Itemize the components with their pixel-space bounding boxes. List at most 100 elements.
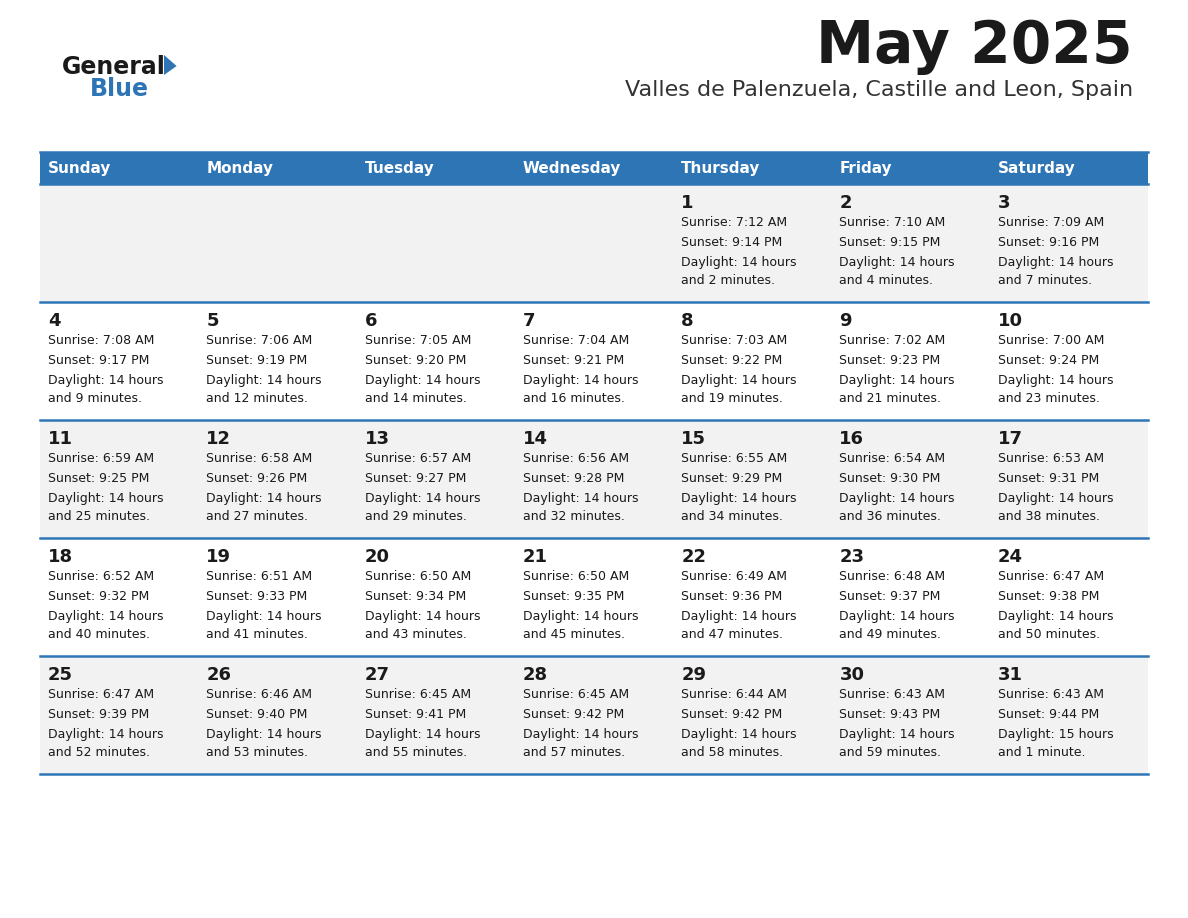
Text: 26: 26 <box>207 666 232 684</box>
Text: Daylight: 14 hours: Daylight: 14 hours <box>998 374 1113 387</box>
Bar <box>832 152 990 184</box>
Text: and 40 minutes.: and 40 minutes. <box>48 628 150 641</box>
Text: Sunset: 9:19 PM: Sunset: 9:19 PM <box>207 354 308 367</box>
Text: Sunset: 9:34 PM: Sunset: 9:34 PM <box>365 590 466 603</box>
Text: Sunrise: 6:47 AM: Sunrise: 6:47 AM <box>48 688 154 701</box>
Text: Sunrise: 6:51 AM: Sunrise: 6:51 AM <box>207 570 312 583</box>
Text: Daylight: 14 hours: Daylight: 14 hours <box>365 492 480 505</box>
Text: Sunrise: 7:04 AM: Sunrise: 7:04 AM <box>523 334 630 347</box>
Text: Sunset: 9:41 PM: Sunset: 9:41 PM <box>365 708 466 721</box>
Text: Sunrise: 6:46 AM: Sunrise: 6:46 AM <box>207 688 312 701</box>
Text: 29: 29 <box>681 666 706 684</box>
Text: May 2025: May 2025 <box>816 18 1133 75</box>
Text: 27: 27 <box>365 666 390 684</box>
Text: 2: 2 <box>840 194 852 212</box>
Text: Sunrise: 6:54 AM: Sunrise: 6:54 AM <box>840 452 946 465</box>
Text: 24: 24 <box>998 548 1023 566</box>
Text: and 12 minutes.: and 12 minutes. <box>207 392 308 405</box>
Text: Sunday: Sunday <box>48 161 112 175</box>
Text: Sunset: 9:29 PM: Sunset: 9:29 PM <box>681 472 783 485</box>
Text: Sunset: 9:25 PM: Sunset: 9:25 PM <box>48 472 150 485</box>
Text: Daylight: 14 hours: Daylight: 14 hours <box>365 728 480 741</box>
Text: and 43 minutes.: and 43 minutes. <box>365 628 467 641</box>
Text: Daylight: 14 hours: Daylight: 14 hours <box>681 374 797 387</box>
Text: and 36 minutes.: and 36 minutes. <box>840 510 941 523</box>
Text: 28: 28 <box>523 666 548 684</box>
Text: Sunset: 9:31 PM: Sunset: 9:31 PM <box>998 472 1099 485</box>
Bar <box>40 184 1148 302</box>
Text: 14: 14 <box>523 430 548 448</box>
Text: Sunset: 9:22 PM: Sunset: 9:22 PM <box>681 354 783 367</box>
Text: and 49 minutes.: and 49 minutes. <box>840 628 941 641</box>
Text: Daylight: 14 hours: Daylight: 14 hours <box>998 256 1113 269</box>
Text: Sunrise: 7:12 AM: Sunrise: 7:12 AM <box>681 216 788 229</box>
Text: Sunrise: 6:58 AM: Sunrise: 6:58 AM <box>207 452 312 465</box>
Text: Sunrise: 6:43 AM: Sunrise: 6:43 AM <box>840 688 946 701</box>
Text: Monday: Monday <box>207 161 273 175</box>
Bar <box>40 420 1148 538</box>
Text: and 14 minutes.: and 14 minutes. <box>365 392 467 405</box>
Text: 17: 17 <box>998 430 1023 448</box>
Text: Daylight: 14 hours: Daylight: 14 hours <box>998 610 1113 623</box>
Text: Sunset: 9:28 PM: Sunset: 9:28 PM <box>523 472 624 485</box>
Text: Sunrise: 6:45 AM: Sunrise: 6:45 AM <box>365 688 470 701</box>
Text: and 32 minutes.: and 32 minutes. <box>523 510 625 523</box>
Text: Daylight: 14 hours: Daylight: 14 hours <box>48 374 164 387</box>
Text: and 38 minutes.: and 38 minutes. <box>998 510 1100 523</box>
Text: Sunrise: 7:06 AM: Sunrise: 7:06 AM <box>207 334 312 347</box>
Text: Sunrise: 6:55 AM: Sunrise: 6:55 AM <box>681 452 788 465</box>
Text: Daylight: 14 hours: Daylight: 14 hours <box>840 610 955 623</box>
Text: and 19 minutes.: and 19 minutes. <box>681 392 783 405</box>
Text: Friday: Friday <box>840 161 892 175</box>
Bar <box>514 152 674 184</box>
Text: Sunrise: 6:43 AM: Sunrise: 6:43 AM <box>998 688 1104 701</box>
Text: Sunrise: 6:59 AM: Sunrise: 6:59 AM <box>48 452 154 465</box>
Text: 8: 8 <box>681 312 694 330</box>
Text: 10: 10 <box>998 312 1023 330</box>
Text: Sunset: 9:39 PM: Sunset: 9:39 PM <box>48 708 150 721</box>
Text: 5: 5 <box>207 312 219 330</box>
Text: Sunset: 9:44 PM: Sunset: 9:44 PM <box>998 708 1099 721</box>
Text: Sunrise: 6:52 AM: Sunrise: 6:52 AM <box>48 570 154 583</box>
Text: Daylight: 14 hours: Daylight: 14 hours <box>48 492 164 505</box>
Bar <box>40 538 1148 656</box>
Text: 30: 30 <box>840 666 865 684</box>
Text: Sunset: 9:21 PM: Sunset: 9:21 PM <box>523 354 624 367</box>
Text: Sunset: 9:43 PM: Sunset: 9:43 PM <box>840 708 941 721</box>
Text: Sunset: 9:23 PM: Sunset: 9:23 PM <box>840 354 941 367</box>
Text: and 59 minutes.: and 59 minutes. <box>840 746 941 759</box>
Text: Sunrise: 7:02 AM: Sunrise: 7:02 AM <box>840 334 946 347</box>
Text: Daylight: 14 hours: Daylight: 14 hours <box>681 492 797 505</box>
Text: and 45 minutes.: and 45 minutes. <box>523 628 625 641</box>
Text: Daylight: 14 hours: Daylight: 14 hours <box>998 492 1113 505</box>
Text: Sunrise: 6:53 AM: Sunrise: 6:53 AM <box>998 452 1104 465</box>
Text: Daylight: 14 hours: Daylight: 14 hours <box>523 374 638 387</box>
Text: Sunset: 9:14 PM: Sunset: 9:14 PM <box>681 236 783 249</box>
Bar <box>198 152 356 184</box>
Text: Sunset: 9:40 PM: Sunset: 9:40 PM <box>207 708 308 721</box>
Text: Sunrise: 6:57 AM: Sunrise: 6:57 AM <box>365 452 470 465</box>
Text: 4: 4 <box>48 312 61 330</box>
Text: and 7 minutes.: and 7 minutes. <box>998 274 1092 287</box>
Text: Sunset: 9:27 PM: Sunset: 9:27 PM <box>365 472 466 485</box>
Text: Sunset: 9:16 PM: Sunset: 9:16 PM <box>998 236 1099 249</box>
Text: and 58 minutes.: and 58 minutes. <box>681 746 783 759</box>
Bar <box>990 152 1148 184</box>
Text: and 29 minutes.: and 29 minutes. <box>365 510 467 523</box>
Text: Sunset: 9:35 PM: Sunset: 9:35 PM <box>523 590 624 603</box>
Text: 13: 13 <box>365 430 390 448</box>
Text: Saturday: Saturday <box>998 161 1075 175</box>
Text: Daylight: 14 hours: Daylight: 14 hours <box>48 728 164 741</box>
Text: and 52 minutes.: and 52 minutes. <box>48 746 150 759</box>
Text: 31: 31 <box>998 666 1023 684</box>
Text: Sunrise: 6:56 AM: Sunrise: 6:56 AM <box>523 452 628 465</box>
Text: Sunrise: 6:44 AM: Sunrise: 6:44 AM <box>681 688 788 701</box>
Text: Daylight: 14 hours: Daylight: 14 hours <box>681 256 797 269</box>
Text: 9: 9 <box>840 312 852 330</box>
Text: and 27 minutes.: and 27 minutes. <box>207 510 308 523</box>
Text: Daylight: 14 hours: Daylight: 14 hours <box>840 374 955 387</box>
Text: and 55 minutes.: and 55 minutes. <box>365 746 467 759</box>
Text: and 9 minutes.: and 9 minutes. <box>48 392 143 405</box>
Text: Sunset: 9:17 PM: Sunset: 9:17 PM <box>48 354 150 367</box>
Text: Sunset: 9:32 PM: Sunset: 9:32 PM <box>48 590 150 603</box>
